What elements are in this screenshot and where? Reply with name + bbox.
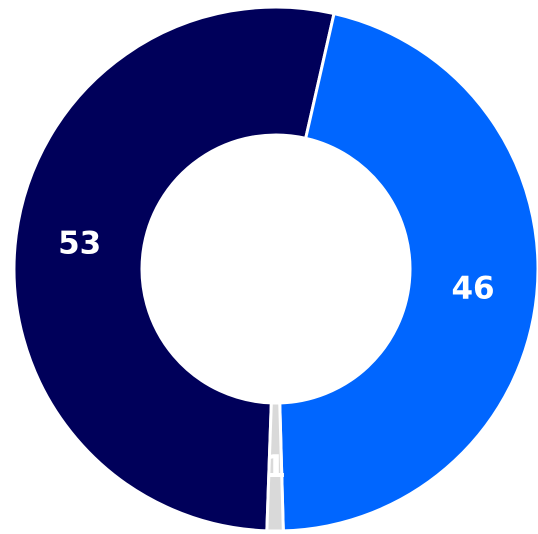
donut-slice-label-1: 1 bbox=[265, 449, 287, 485]
donut-slice-label-53: 53 bbox=[58, 225, 101, 261]
donut-slice-53 bbox=[12, 5, 336, 533]
donut-slice-label-46: 46 bbox=[451, 270, 494, 306]
donut-labels: 53 46 1 bbox=[58, 225, 495, 485]
donut-slice-46 bbox=[278, 11, 538, 533]
donut-slices bbox=[12, 5, 538, 533]
donut-slice-1 bbox=[265, 401, 285, 533]
